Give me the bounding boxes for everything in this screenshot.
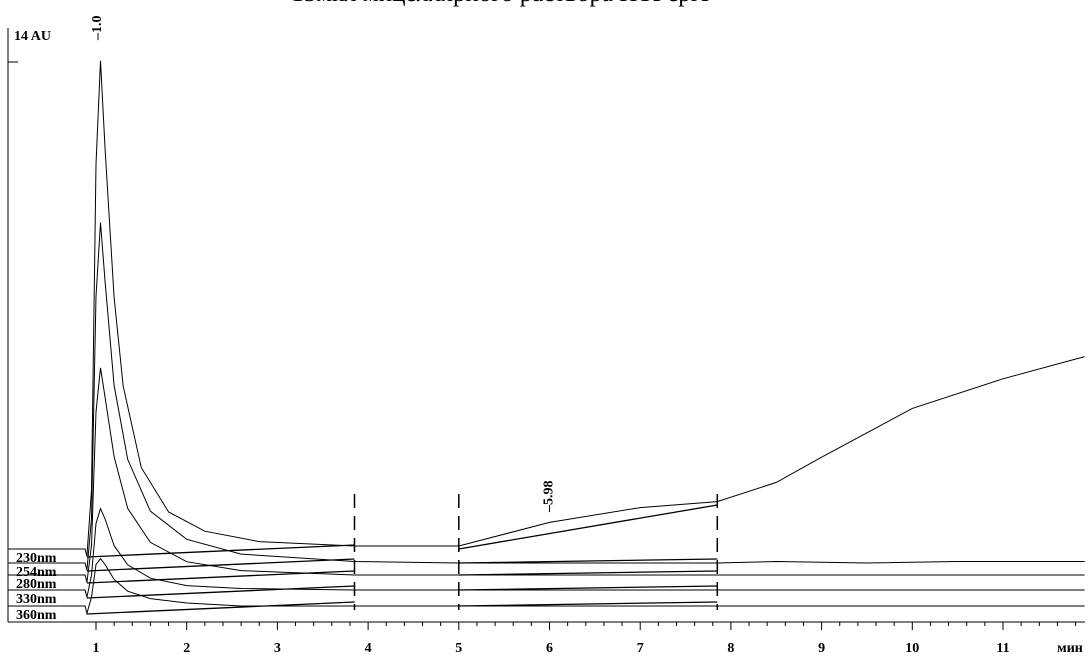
x-tick-label-1: 1 — [93, 641, 100, 656]
trace-label-230nm: 230nm — [16, 551, 57, 566]
axes: 14 AU 1 2 3 4 5 6 7 8 9 10 11 мин — [7, 28, 1085, 656]
trace-230nm — [8, 60, 1085, 557]
trace-label-254nm: 254nm — [16, 565, 57, 580]
integration-baseline — [86, 585, 355, 599]
chart-title: 15мкл мицеллярного раствора ПТГсрХ — [0, 0, 1000, 8]
integration-baseline — [86, 558, 355, 572]
integration-baseline — [458, 504, 718, 550]
trace-254nm — [8, 222, 1085, 571]
trace-label-280nm: 280nm — [16, 577, 57, 592]
integration-baseline — [458, 585, 718, 591]
x-tick-label-7: 7 — [637, 641, 644, 656]
integration-baseline — [458, 570, 718, 576]
x-tick-label-8: 8 — [727, 641, 734, 656]
y-axis-label: 14 AU — [14, 29, 51, 44]
peak-label: –1.0 — [90, 16, 105, 42]
x-tick-label-4: 4 — [365, 641, 372, 656]
integration-baseline — [86, 544, 355, 558]
integration-baseline — [86, 601, 355, 615]
x-tick-label-9: 9 — [818, 641, 825, 656]
x-axis-label: мин — [1057, 641, 1083, 656]
x-tick-label-6: 6 — [546, 641, 553, 656]
x-tick-label-3: 3 — [274, 641, 281, 656]
trace-360nm — [8, 557, 1085, 616]
x-tick-label-2: 2 — [183, 641, 190, 656]
x-tick-label-5: 5 — [455, 641, 462, 656]
integration-baseline — [458, 558, 718, 564]
trace-label-330nm: 330nm — [16, 592, 57, 607]
integration-baseline — [86, 570, 355, 584]
trace-280nm — [8, 367, 1085, 583]
trace-label-360nm: 360nm — [16, 608, 57, 623]
peak-label: –5.98 — [542, 481, 557, 514]
x-tick-label-11: 11 — [996, 641, 1009, 656]
marks: –1.0 –5.98 — [86, 16, 719, 615]
integration-baseline — [458, 601, 718, 607]
x-tick-label-10: 10 — [905, 641, 919, 656]
